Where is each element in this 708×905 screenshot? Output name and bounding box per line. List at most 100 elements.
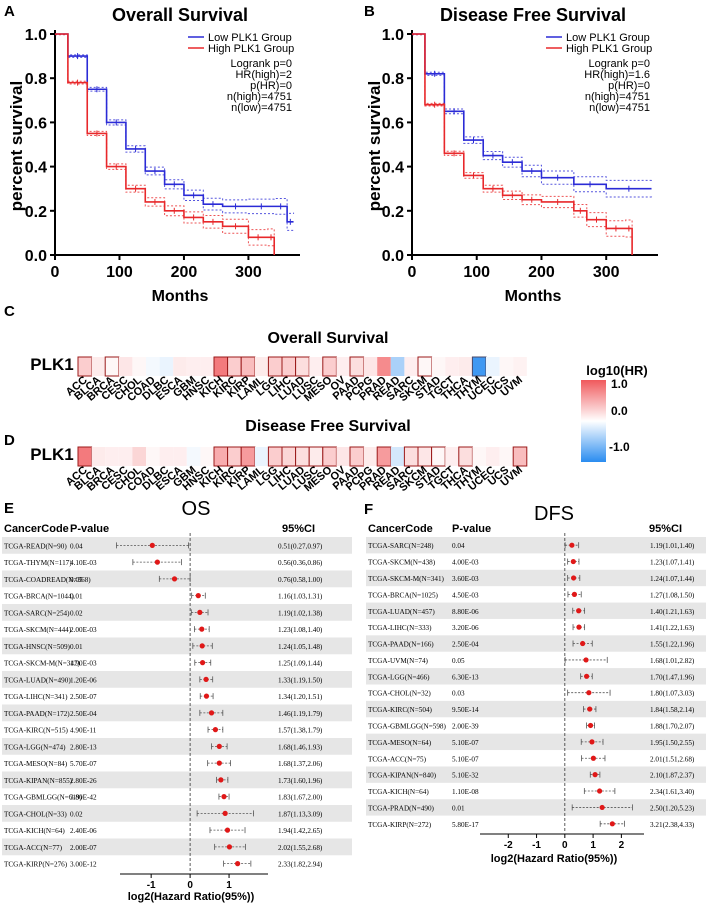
- row-pvalue: 2.50E-04: [70, 710, 97, 718]
- heat-cell-ov: [336, 357, 350, 376]
- km-dfs-plot: 0.0 0.2 0.4 0.6 0.8 1.0 0 100 200 300 Low PLK1 Gro…: [382, 27, 658, 281]
- heat-cell-prad: [377, 357, 391, 376]
- panel-e-col-ci: 95%CI: [282, 523, 315, 535]
- y-tick-label: 0.8: [25, 71, 47, 88]
- row-stripe: [366, 635, 706, 652]
- row-pvalue: 0.01: [70, 643, 83, 651]
- row-pvalue: 4.10E-03: [70, 559, 97, 567]
- forest-dfs: TCGA-SARC(N=248) 0.04 1.19(1.01,1.40) TCGA-…: [366, 533, 706, 851]
- row-code: TCGA-COADREAD(N=368): [4, 576, 91, 584]
- heat-cell-lusc: [309, 357, 323, 376]
- heat-cell-coad: [146, 447, 160, 466]
- estimate-point: [590, 755, 596, 761]
- stat-text: Logrank p=0: [589, 58, 650, 70]
- row-pvalue: 4.50E-03: [452, 591, 479, 599]
- row-code: TCGA-LIHC(N=333): [368, 624, 432, 632]
- heat-cell-paad: [349, 446, 365, 467]
- row-code: TCGA-KIRP(N=276): [4, 861, 68, 869]
- estimate-point: [149, 542, 155, 548]
- heat-cell-read: [390, 447, 405, 466]
- x-tick-label: 300: [235, 264, 262, 281]
- heat-cell-lusc: [308, 446, 324, 467]
- row-ci: 1.27(1.08,1.50): [650, 591, 695, 599]
- panel-d-letter: D: [4, 432, 15, 449]
- x-tick-label: 200: [528, 264, 555, 281]
- panel-c-letter: C: [4, 303, 15, 320]
- y-tick-label: 1.0: [382, 27, 404, 44]
- heat-cell-ucs: [499, 447, 514, 466]
- heat-cell-cesc: [118, 357, 133, 376]
- heat-cell-blca: [91, 447, 106, 466]
- panel-b-letter: B: [364, 3, 375, 20]
- stat-text: n(high)=4751: [227, 91, 292, 103]
- row-code: TCGA-KIPAN(N=840): [368, 772, 437, 780]
- estimate-point: [171, 576, 178, 582]
- x-tick-label: 100: [463, 264, 490, 281]
- row-stripe: [366, 668, 706, 685]
- row-pvalue: 3.80E-42: [70, 794, 97, 802]
- row-ci: 1.55(1.22,1.96): [650, 641, 695, 649]
- row-code: TCGA-THYM(N=117): [4, 559, 72, 567]
- stat-text: Logrank p=0: [231, 58, 292, 70]
- row-code: TCGA-SARC(N=254): [4, 609, 70, 617]
- heat-cell-acc: [77, 356, 93, 377]
- heat-cell-uvm: [513, 357, 527, 376]
- row-pvalue: 0.01: [70, 593, 83, 601]
- row-code: TCGA-SARC(N=248): [368, 542, 434, 550]
- heat-cell-luad: [295, 446, 310, 467]
- panel-f-title: DFS: [534, 503, 574, 525]
- heat-cell-kirc: [227, 446, 242, 467]
- estimate-point: [221, 794, 227, 800]
- heat-cell-pcpg: [363, 357, 378, 376]
- heat-cell-luad: [295, 356, 310, 377]
- heat-cell-kirc: [227, 356, 242, 377]
- row-pvalue: 3.20E-06: [452, 624, 479, 632]
- colorbar-label-top: 1.0: [611, 377, 628, 391]
- x-tick-label: 0: [187, 880, 193, 891]
- row-stripe: [2, 771, 352, 789]
- row-ci: 1.57(1.38,1.79): [278, 727, 323, 735]
- panel-e-col-code: CancerCode: [4, 523, 69, 535]
- row-code: TCGA-SKCM(N=438): [368, 559, 436, 567]
- heat-cell-tgct: [445, 357, 459, 376]
- row-ci: 1.19(1.02,1.38): [278, 609, 323, 617]
- row-pvalue: 2.50E-04: [452, 641, 479, 649]
- row-ci: 1.88(1.70,2.07): [650, 722, 695, 730]
- row-pvalue: 3.60E-03: [452, 575, 479, 583]
- heat-cell-paad: [349, 356, 365, 377]
- estimate-point: [576, 624, 582, 630]
- row-code: TCGA-LUAD(N=457): [368, 608, 435, 616]
- estimate-point: [208, 710, 215, 716]
- legend-label: Low PLK1 Group: [566, 32, 650, 44]
- x-tick-label: -1: [532, 840, 541, 851]
- heat-cell-blca: [91, 357, 106, 376]
- estimate-point: [592, 772, 598, 778]
- forest-os: TCGA-READ(N=90) 0.04 0.51(0.27,0.97) TCGA-T…: [2, 533, 352, 891]
- row-ci: 1.68(1.01,2.82): [650, 657, 695, 665]
- row-code: TCGA-MESO(N=64): [368, 739, 432, 747]
- stat-text: HR(high)=1.6: [584, 69, 650, 81]
- panel-f-xlabel: log2(Hazard Ratio(95%)): [491, 853, 618, 865]
- panel-e-xlabel: log2(Hazard Ratio(95%)): [128, 891, 255, 903]
- stat-text: p(HR)=0: [250, 80, 292, 92]
- row-code: TCGA-LIHC(N=341): [4, 693, 68, 701]
- y-tick-label: 0.2: [382, 204, 404, 221]
- row-code: TCGA-MESO(N=84): [4, 760, 68, 768]
- colorbar-label-mid: 0.0: [611, 404, 628, 418]
- row-ci: 1.16(1.03,1.31): [278, 593, 323, 601]
- row-code: TCGA-CHOL(N=32): [368, 690, 431, 698]
- row-pvalue: 2.00E-03: [70, 626, 97, 634]
- row-pvalue: 2.50E-07: [70, 693, 97, 701]
- estimate-point: [587, 706, 593, 712]
- row-pvalue: 5.10E-32: [452, 772, 479, 780]
- panel-d-title: Disease Free Survival: [245, 418, 410, 435]
- row-pvalue: 6.30E-13: [452, 673, 479, 681]
- panel-f-col-code: CancerCode: [368, 523, 433, 535]
- heat-cell-hnsc: [200, 357, 214, 376]
- row-stripe: [2, 671, 352, 688]
- colorbar: [581, 380, 606, 462]
- heat-cell-laml: [254, 357, 269, 376]
- survival-line-high: [55, 33, 276, 255]
- estimate-point: [589, 739, 595, 745]
